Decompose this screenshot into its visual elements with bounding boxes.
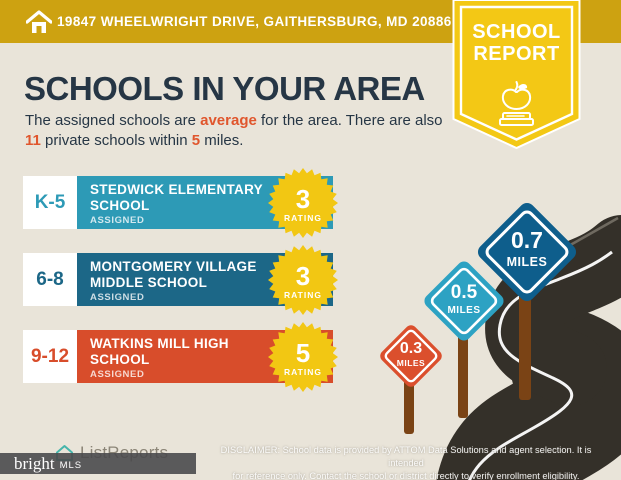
apple-on-books-icon — [499, 81, 534, 126]
grade-range-badge: 6-8 — [23, 253, 77, 306]
summary-highlight-count: 11 — [25, 131, 41, 149]
sign-unit: MILES — [447, 305, 480, 316]
rating-value: 3 — [296, 184, 310, 214]
brightmls-primary: bright — [14, 454, 55, 473]
sign-distance: 0.3 — [400, 340, 422, 357]
summary-part: for the area. There are also — [256, 112, 443, 129]
rating-value: 3 — [296, 261, 310, 291]
disclaimer-text: DISCLAIMER: School data is provided by A… — [215, 444, 597, 480]
school-list: K-5 STEDWICK ELEMENTARY SCHOOL ASSIGNED … — [23, 168, 343, 407]
sign-unit: MILES — [397, 358, 425, 368]
property-address: 19847 WHEELWRIGHT DRIVE, GAITHERSBURG, M… — [57, 14, 452, 29]
rating-label: RATING — [284, 290, 322, 300]
brightmls-secondary: MLS — [59, 459, 83, 471]
badge-line2: REPORT — [473, 43, 559, 65]
summary-highlight-average: average — [200, 112, 257, 129]
school-status: ASSIGNED — [90, 292, 145, 304]
summary-part: private schools within — [40, 131, 192, 149]
rating-label: RATING — [284, 213, 322, 223]
home-icon — [26, 10, 52, 33]
disclaimer-line1: DISCLAIMER: School data is provided by A… — [220, 445, 592, 469]
rating-starburst: 3 RATING — [268, 168, 338, 238]
distance-sign-near — [380, 325, 442, 387]
summary-part: miles. — [200, 131, 244, 149]
rating-starburst: 5 RATING — [268, 322, 338, 392]
school-name: STEDWICK ELEMENTARY SCHOOL — [90, 182, 263, 213]
school-status: ASSIGNED — [90, 215, 145, 227]
distance-sign-far — [477, 202, 577, 302]
grade-range-badge: 9-12 — [23, 330, 77, 383]
rating-value: 5 — [296, 338, 310, 368]
school-name: WATKINS MILL HIGH SCHOOL — [90, 336, 229, 367]
page-title: SCHOOLS IN YOUR AREA — [24, 70, 425, 107]
school-report-badge: SCHOOL REPORT — [452, 0, 581, 150]
disclaimer-line2: for reference only. Contact the school o… — [232, 471, 580, 480]
sign-distance: 0.5 — [451, 282, 478, 303]
winding-road — [437, 215, 621, 480]
grade-range-badge: K-5 — [23, 176, 77, 229]
school-row-elementary: K-5 STEDWICK ELEMENTARY SCHOOL ASSIGNED … — [23, 168, 343, 238]
sign-unit: MILES — [507, 255, 548, 269]
school-status: ASSIGNED — [90, 369, 145, 381]
school-row-middle: 6-8 MONTGOMERY VILLAGE MIDDLE SCHOOL ASS… — [23, 245, 343, 315]
summary-highlight-miles: 5 — [191, 131, 201, 149]
sign-distance: 0.7 — [511, 227, 543, 253]
brightmls-watermark: bright MLS — [0, 453, 196, 474]
school-name: MONTGOMERY VILLAGE MIDDLE SCHOOL — [90, 259, 257, 290]
rating-starburst: 3 RATING — [268, 245, 338, 315]
badge-line1: SCHOOL — [472, 21, 561, 43]
rating-label: RATING — [284, 367, 322, 377]
school-row-high: 9-12 WATKINS MILL HIGH SCHOOL ASSIGNED 5… — [23, 322, 343, 392]
distance-sign-mid — [424, 261, 504, 341]
summary-text: The assigned schools are average for the… — [25, 111, 455, 150]
summary-part: The assigned schools are — [25, 112, 201, 129]
